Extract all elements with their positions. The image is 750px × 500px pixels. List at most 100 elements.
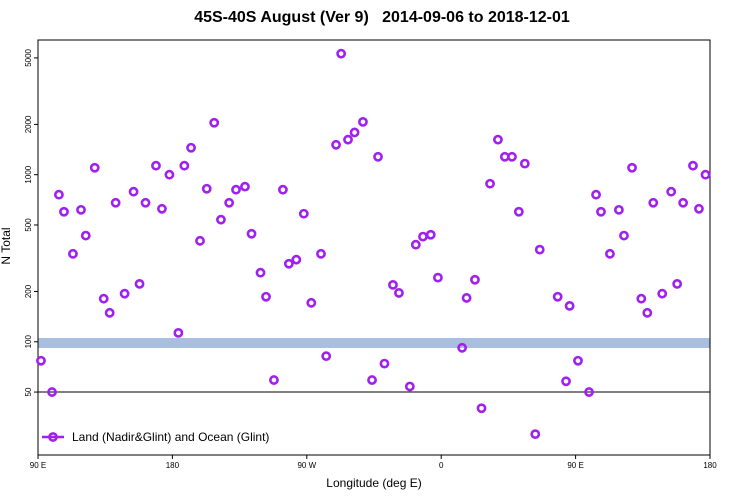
data-point bbox=[485, 178, 495, 189]
data-point bbox=[255, 267, 266, 278]
data-point bbox=[157, 203, 167, 214]
data-point bbox=[596, 206, 606, 217]
data-point bbox=[291, 254, 302, 265]
data-point bbox=[316, 248, 326, 259]
data-point bbox=[47, 387, 57, 397]
data-point bbox=[224, 197, 235, 208]
data-point bbox=[666, 186, 677, 197]
data-point bbox=[672, 278, 683, 289]
data-point bbox=[246, 228, 257, 239]
data-point bbox=[336, 48, 347, 59]
x-tick-label: 90 E bbox=[567, 461, 583, 470]
data-point bbox=[134, 278, 145, 289]
data-point bbox=[358, 117, 368, 127]
data-point bbox=[636, 293, 647, 304]
y-tick-label: 2000 bbox=[24, 115, 33, 133]
data-point bbox=[306, 297, 317, 308]
data-point bbox=[209, 117, 220, 128]
legend-label: Land (Nadir&Glint) and Ocean (Glint) bbox=[72, 430, 269, 444]
data-point bbox=[591, 189, 601, 200]
x-tick-label: 90 E bbox=[30, 461, 46, 470]
data-point bbox=[461, 293, 472, 303]
data-point bbox=[425, 229, 436, 240]
data-point bbox=[642, 307, 653, 318]
y-tick-label: 500 bbox=[24, 218, 33, 232]
data-point bbox=[186, 142, 196, 153]
data-point bbox=[89, 162, 100, 173]
data-point bbox=[552, 291, 563, 302]
y-tick-label: 5000 bbox=[24, 48, 33, 66]
data-point bbox=[573, 355, 583, 366]
plot-frame bbox=[37, 39, 711, 456]
data-point bbox=[605, 248, 615, 259]
data-point bbox=[261, 291, 271, 302]
data-point bbox=[614, 204, 624, 215]
ocean-band bbox=[38, 338, 710, 348]
data-point bbox=[694, 203, 704, 214]
data-point bbox=[349, 127, 360, 138]
data-point bbox=[240, 181, 250, 192]
data-point bbox=[404, 381, 415, 392]
data-point bbox=[433, 272, 443, 283]
data-point bbox=[700, 169, 711, 180]
data-point bbox=[216, 214, 226, 225]
data-point bbox=[519, 158, 530, 169]
data-point bbox=[140, 197, 151, 208]
data-point bbox=[627, 162, 637, 173]
data-point bbox=[201, 183, 212, 194]
data-point bbox=[410, 239, 421, 250]
data-point bbox=[119, 288, 130, 299]
data-point bbox=[98, 293, 109, 304]
data-point bbox=[151, 160, 161, 171]
data-point bbox=[278, 184, 288, 195]
data-point bbox=[68, 248, 78, 259]
data-point bbox=[173, 327, 184, 338]
data-point bbox=[231, 184, 241, 195]
data-point bbox=[534, 244, 545, 255]
y-tick-label: 200 bbox=[24, 284, 33, 298]
data-point bbox=[283, 258, 294, 269]
data-point bbox=[128, 186, 139, 197]
data-point bbox=[688, 160, 698, 171]
data-point bbox=[388, 279, 398, 290]
x-axis-label: Longitude (deg E) bbox=[326, 476, 421, 490]
data-point bbox=[657, 288, 668, 299]
x-tick-label: 180 bbox=[703, 461, 717, 470]
x-tick-label: 90 W bbox=[297, 461, 316, 470]
data-point bbox=[379, 358, 390, 369]
data-point bbox=[36, 355, 46, 366]
data-point bbox=[373, 151, 383, 162]
data-point bbox=[104, 307, 115, 318]
data-point bbox=[476, 403, 487, 414]
data-point bbox=[648, 197, 659, 208]
data-point bbox=[584, 387, 594, 397]
data-point bbox=[530, 429, 541, 440]
data-point bbox=[367, 375, 377, 385]
data-point bbox=[54, 189, 64, 200]
data-point bbox=[76, 204, 86, 215]
data-point bbox=[507, 151, 517, 162]
data-point bbox=[298, 208, 309, 219]
data-point bbox=[457, 342, 468, 353]
data-point bbox=[343, 134, 353, 145]
data-point bbox=[179, 160, 190, 171]
data-point bbox=[619, 230, 629, 241]
y-tick-label: 50 bbox=[24, 387, 33, 396]
y-tick-label: 1000 bbox=[24, 165, 33, 183]
data-point bbox=[59, 206, 69, 217]
data-point bbox=[321, 351, 332, 362]
data-point bbox=[164, 169, 175, 180]
data-point bbox=[564, 300, 575, 311]
data-point bbox=[331, 139, 341, 150]
data-point bbox=[561, 376, 571, 387]
data-point bbox=[678, 197, 689, 208]
y-tick-label: 100 bbox=[24, 335, 33, 349]
x-tick-label: 180 bbox=[166, 461, 180, 470]
y-axis-label: N Total bbox=[0, 227, 13, 264]
data-point bbox=[269, 375, 279, 385]
data-point bbox=[110, 197, 121, 208]
data-point bbox=[394, 288, 404, 298]
chart-title: 45S-40S August (Ver 9) 2014-09-06 to 201… bbox=[194, 9, 570, 26]
data-point bbox=[493, 134, 503, 145]
